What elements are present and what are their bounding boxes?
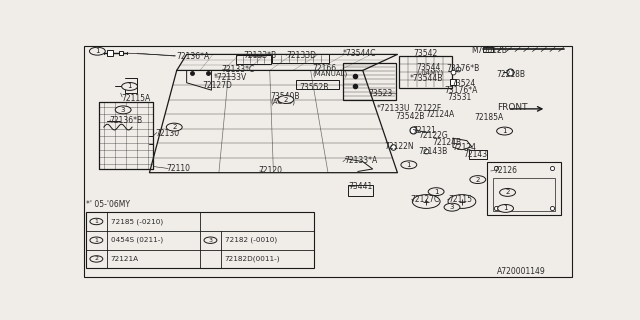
Text: 72136*A: 72136*A [177,52,210,61]
Text: 72120: 72120 [259,166,283,175]
Text: *73544C: *73544C [343,49,376,58]
Text: 2: 2 [94,256,99,261]
Text: *73544B: *73544B [410,74,444,83]
Circle shape [90,47,106,55]
Text: *' 05-'06MY: *' 05-'06MY [86,200,130,209]
Text: 72127C: 72127C [410,195,439,204]
Text: 72166: 72166 [312,64,336,73]
Text: 72130: 72130 [156,129,179,138]
Text: 3: 3 [121,107,125,113]
Text: 72133D: 72133D [286,51,316,60]
Text: 1: 1 [95,238,99,243]
Text: 1: 1 [95,219,99,224]
Text: 73552B: 73552B [300,83,328,92]
Text: 3: 3 [209,238,212,243]
Text: 72182D(0011-): 72182D(0011-) [225,256,280,262]
Text: (-04MY): (-04MY) [416,70,444,76]
Text: 72133*C: 72133*C [221,65,255,74]
Bar [399,56,452,88]
Text: 72218B: 72218B [497,70,525,79]
Circle shape [428,188,444,196]
Circle shape [401,161,417,169]
Text: 72115: 72115 [448,195,472,204]
Text: 72124B: 72124B [432,138,461,147]
Bar [493,178,555,211]
Text: 2: 2 [172,124,177,130]
Bar [483,46,493,52]
Text: 1: 1 [434,189,438,195]
Circle shape [90,256,103,262]
Bar [86,212,314,268]
Text: 72143B: 72143B [419,147,448,156]
Text: 72127D: 72127D [202,81,232,90]
Text: M70012B: M70012B [471,46,507,55]
Circle shape [444,203,460,211]
Text: 73542B: 73542B [396,111,425,121]
Circle shape [115,106,131,114]
Text: 72124: 72124 [452,143,476,152]
Text: 1: 1 [406,162,411,168]
Text: 1: 1 [95,48,100,54]
Text: 72143: 72143 [463,150,488,159]
Circle shape [166,123,182,131]
Text: FRONT: FRONT [497,103,527,112]
Text: 73542: 73542 [413,49,438,58]
Text: 72122N: 72122N [384,142,413,151]
Text: A720001149: A720001149 [497,267,545,276]
Circle shape [278,96,294,103]
Text: 73176*A: 73176*A [445,86,478,95]
Circle shape [500,188,515,196]
Bar [486,162,561,215]
Text: 72122F: 72122F [414,104,442,113]
Circle shape [470,176,486,184]
Bar [236,55,271,64]
Text: 3: 3 [450,204,454,210]
Text: 72136*B: 72136*B [110,116,143,125]
Text: 1: 1 [502,128,507,134]
Text: 72185 (-0210): 72185 (-0210) [111,218,163,225]
Text: 73441: 73441 [348,182,372,191]
Text: 72121: 72121 [412,125,436,135]
Bar [296,80,339,89]
Text: 72115A: 72115A [121,93,150,102]
Text: 72133*A: 72133*A [344,156,378,165]
Circle shape [498,204,513,212]
Circle shape [90,237,103,244]
Text: *72133U: *72133U [376,104,410,113]
Text: 72185A: 72185A [474,113,504,122]
Text: (AUTO): (AUTO) [270,99,295,105]
Circle shape [204,237,217,244]
Text: 73540B: 73540B [270,92,300,101]
Text: 2: 2 [506,189,509,196]
Circle shape [497,127,513,135]
Text: 72121A: 72121A [111,256,139,262]
Text: 1: 1 [127,84,132,90]
Text: 73523: 73523 [369,89,393,98]
Text: 72110: 72110 [167,164,191,173]
Text: 2: 2 [476,177,480,183]
Text: 73544: 73544 [416,63,441,72]
Text: 72182 (-0010): 72182 (-0010) [225,237,277,244]
Text: 0454S (0211-): 0454S (0211-) [111,237,163,244]
Text: 2: 2 [284,97,288,102]
Text: 73176*B: 73176*B [446,64,479,73]
Text: 72124A: 72124A [425,110,454,119]
Text: 73524: 73524 [451,79,476,88]
Bar [343,62,396,100]
Bar [348,185,372,196]
Text: (MANUAL): (MANUAL) [312,71,348,77]
Text: 1: 1 [503,205,508,212]
Bar [273,54,329,63]
Text: 73531: 73531 [447,92,471,101]
Circle shape [122,83,138,90]
Text: 72122G: 72122G [419,131,448,140]
Text: 72126: 72126 [493,166,518,175]
Text: 72133*B: 72133*B [244,51,277,60]
Text: *72133V: *72133V [214,73,247,82]
Circle shape [90,218,103,225]
